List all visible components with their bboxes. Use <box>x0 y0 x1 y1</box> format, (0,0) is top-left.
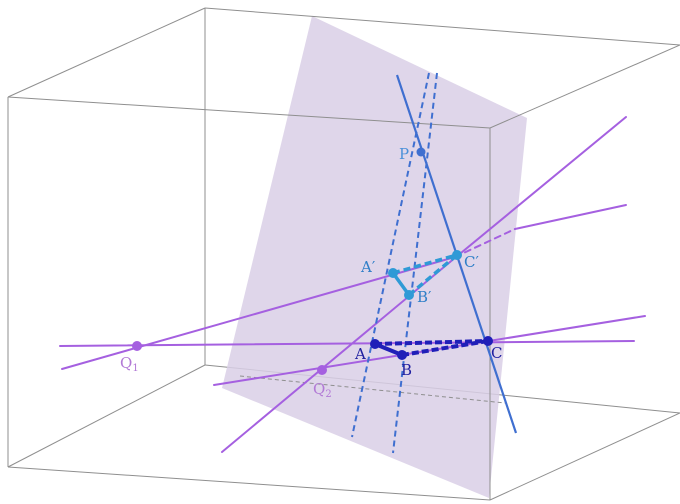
line-q1-c <box>59 340 635 347</box>
label-p: P <box>399 145 409 163</box>
plane <box>222 16 527 498</box>
box-front-edges <box>7 7 680 501</box>
point-a-prime <box>388 268 398 278</box>
point-b <box>397 350 407 360</box>
box-edge-back-left-bottom <box>7 364 206 468</box>
line-q1-c-prime-dashed <box>454 228 516 258</box>
point-c <box>483 336 493 346</box>
box-edge-top-right <box>489 44 680 129</box>
point-a <box>370 339 380 349</box>
point-q2 <box>317 365 327 375</box>
label-a: A <box>354 345 366 363</box>
label-b-prime: B′ <box>417 288 432 306</box>
labels: P A′ B′ C′ A B C Q1 Q2 <box>120 145 502 400</box>
line-q1-c-prime-ext <box>514 204 627 230</box>
line-q2-c-prime-ext <box>449 116 627 263</box>
point-q1 <box>132 341 142 351</box>
edge-a-c <box>374 339 489 346</box>
label-b: B <box>401 361 412 379</box>
box-edge-top-left <box>7 7 206 98</box>
label-q2: Q2 <box>313 380 332 400</box>
edge-b-c <box>401 339 489 357</box>
points <box>132 147 493 375</box>
box-edge-hidden <box>239 375 506 404</box>
label-q1: Q1 <box>120 354 139 374</box>
point-c-prime <box>452 250 462 260</box>
label-c: C <box>491 344 502 362</box>
point-b-prime <box>404 290 414 300</box>
label-c-prime: C′ <box>464 253 479 271</box>
line-q2-c <box>213 315 646 386</box>
point-p <box>416 147 426 157</box>
label-a-prime: A′ <box>360 258 376 276</box>
box-edge-top-back <box>204 7 680 46</box>
box-edge-front-bottom <box>7 466 491 501</box>
box-edge-top-front <box>7 96 491 129</box>
ray-p-b <box>392 72 438 454</box>
edge-a-prime-c-prime <box>392 253 458 275</box>
box-edge-bottom-right <box>489 412 680 501</box>
